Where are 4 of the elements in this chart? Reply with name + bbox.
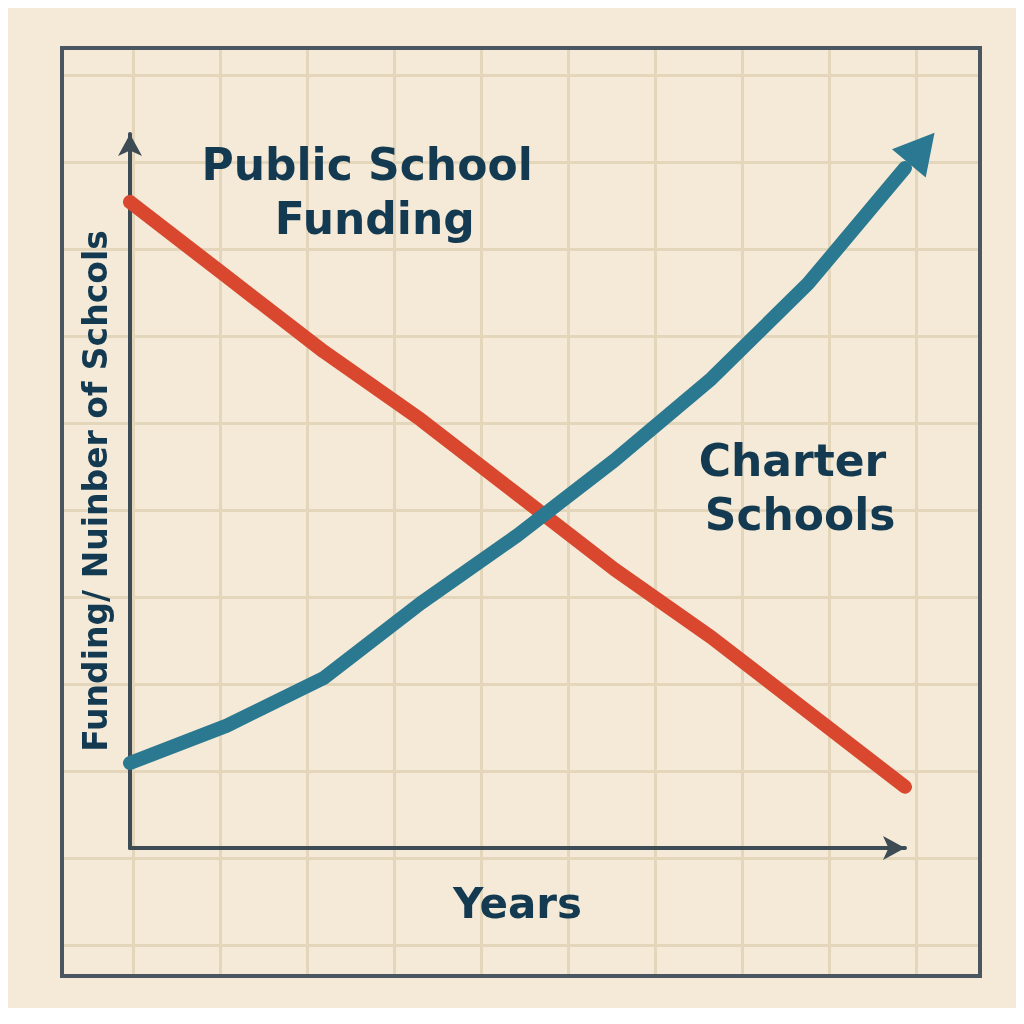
- y-axis-title: Funding/ Nuinber of Schcols: [76, 230, 115, 752]
- x-axis-title: Years: [451, 878, 583, 928]
- series-label: Public School Funding: [201, 139, 549, 245]
- series-label: Charter Schools: [698, 435, 902, 541]
